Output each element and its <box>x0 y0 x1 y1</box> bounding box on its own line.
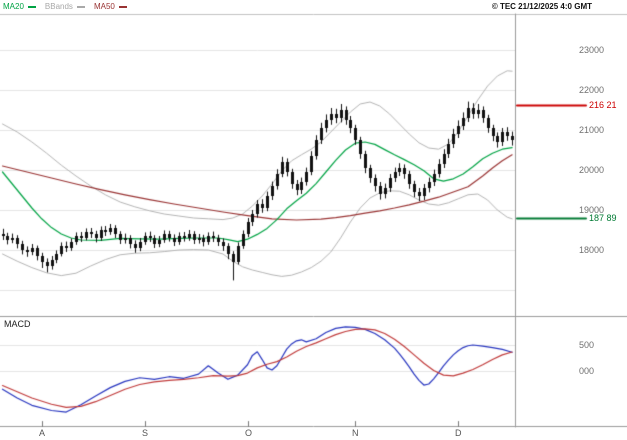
legend-bbands-label: BBands <box>44 2 73 11</box>
x-axis-month-label: O <box>245 428 253 438</box>
y-axis-tick-label: 22000 <box>579 85 605 95</box>
x-axis-month-label: S <box>142 428 149 438</box>
bbands-line-swatch <box>76 6 85 8</box>
y-axis-tick-label: 19000 <box>579 205 605 215</box>
ma20-line-swatch <box>27 6 36 8</box>
x-axis-month-label: N <box>352 428 359 438</box>
ma50-line-swatch <box>118 6 127 8</box>
macd-tick-label: 000 <box>579 366 595 376</box>
y-axis-tick-label: 23000 <box>579 45 605 55</box>
legend-ma50-label: MA50 <box>93 2 115 11</box>
legend-ma20-label: MA20 <box>3 2 24 11</box>
support-price-label: 187 89 <box>589 213 617 223</box>
x-axis-month-label: D <box>455 428 462 438</box>
x-axis-month-label: A <box>39 428 46 438</box>
copyright-text: © TEC 21/12/2025 4:0 GMT <box>491 2 592 11</box>
y-axis-tick-label: 20000 <box>579 165 605 175</box>
legend: MA20 BBands MA50 <box>3 2 136 12</box>
y-axis-tick-label: 21000 <box>579 125 605 135</box>
macd-panel-label: MACD <box>4 319 31 329</box>
resistance-price-label: 216 21 <box>589 100 617 110</box>
y-axis-tick-label: 18000 <box>579 245 605 255</box>
macd-tick-label: 500 <box>579 340 595 350</box>
